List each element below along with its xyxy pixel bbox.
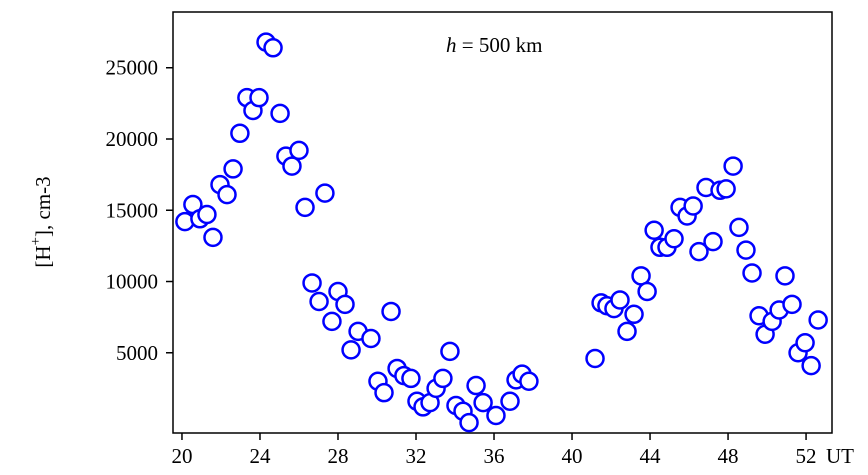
data-point — [624, 304, 644, 325]
y-tick-label: 15000 — [106, 198, 159, 222]
data-point — [664, 229, 684, 249]
data-point — [644, 220, 664, 240]
data-point — [381, 301, 401, 322]
data-point — [486, 405, 506, 426]
annotation: h = 500 km — [446, 33, 542, 57]
data-point — [683, 196, 703, 216]
data-point — [230, 123, 250, 144]
data-point — [459, 412, 479, 433]
y-axis-label: [H+], cm-3 — [28, 176, 55, 267]
data-point — [217, 184, 237, 205]
x-tick-label: 32 — [406, 444, 427, 468]
data-point — [302, 273, 322, 293]
data-point — [736, 240, 756, 260]
x-axis-unit: UT — [826, 444, 854, 468]
data-point — [703, 231, 723, 252]
data-point — [263, 38, 283, 58]
y-tick-label: 5000 — [116, 341, 158, 365]
data-point — [249, 87, 269, 108]
x-tick-label: 28 — [327, 444, 348, 468]
data-point — [341, 340, 361, 360]
data-point — [782, 294, 802, 315]
data-point — [295, 197, 315, 218]
data-point — [282, 156, 302, 176]
data-point — [361, 328, 381, 349]
data-point — [309, 291, 329, 312]
data-point — [519, 371, 539, 392]
y-label-sup: + — [28, 237, 44, 245]
data-point — [723, 156, 743, 176]
data-point — [440, 341, 460, 362]
data-point — [637, 281, 657, 302]
data-point — [335, 294, 355, 315]
annotation-italic: h — [446, 33, 457, 57]
x-tick-label: 48 — [718, 444, 739, 468]
data-point — [742, 263, 762, 283]
annotation-text: = 500 km — [457, 33, 543, 57]
x-tick-label: 44 — [640, 444, 662, 468]
data-point — [473, 392, 493, 413]
plot-frame — [172, 11, 833, 434]
data-point — [808, 310, 828, 330]
data-point — [610, 290, 630, 310]
y-tick-label: 25000 — [106, 56, 159, 80]
data-point — [322, 311, 342, 332]
data-point — [270, 103, 290, 124]
y-label-base: [H — [31, 245, 55, 267]
data-point — [433, 368, 453, 389]
data-point — [203, 227, 223, 248]
x-tick-label: 36 — [484, 444, 505, 468]
data-point — [315, 183, 335, 203]
data-point — [795, 333, 815, 353]
x-tick-label: 52 — [796, 444, 817, 468]
data-point — [716, 179, 736, 199]
y-tick-label: 20000 — [106, 127, 159, 151]
x-tick-label: 24 — [249, 444, 271, 468]
x-tick-label: 20 — [171, 444, 192, 468]
data-point — [585, 348, 605, 369]
data-point — [689, 241, 709, 262]
data-point — [466, 375, 486, 396]
data-point — [775, 266, 795, 286]
data-point — [223, 159, 243, 179]
data-point — [197, 204, 217, 225]
data-point — [801, 355, 821, 376]
y-tick-label: 10000 — [106, 270, 159, 294]
y-label-rest: ], cm-3 — [31, 176, 55, 237]
data-point — [374, 382, 394, 403]
data-point — [500, 391, 520, 411]
data-point — [401, 368, 421, 389]
data-point — [289, 140, 309, 161]
x-tick-label: 40 — [562, 444, 583, 468]
data-point — [729, 217, 749, 238]
data-point — [617, 321, 637, 342]
